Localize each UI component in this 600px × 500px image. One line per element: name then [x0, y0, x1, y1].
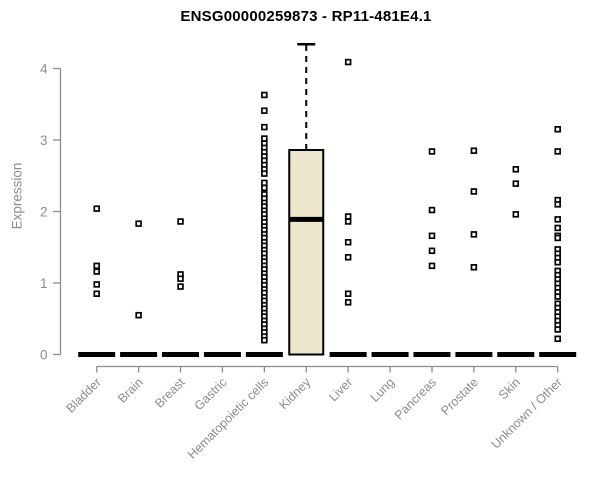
zero-median-bar [162, 352, 200, 357]
outlier-point [261, 107, 268, 114]
outlier-point [554, 216, 561, 223]
outlier-point [135, 311, 142, 319]
outlier-point [554, 234, 561, 242]
outlier-point [554, 201, 561, 208]
x-axis-label: Lung [368, 375, 398, 405]
outlier-point [261, 170, 268, 177]
outlier-point [135, 220, 142, 227]
box [288, 149, 325, 356]
zero-median-bar [120, 352, 158, 357]
outlier-point [344, 238, 352, 246]
x-axis-label: Hematopoietic cells [185, 375, 272, 462]
outlier-point [554, 224, 561, 232]
outlier-point [93, 268, 100, 275]
x-axis-label: Skin [496, 375, 523, 402]
outlier-point [512, 166, 520, 173]
outlier-point [261, 336, 268, 344]
zero-median-bar [497, 352, 535, 357]
outlier-point [512, 180, 520, 187]
zero-median-bar [455, 352, 493, 357]
zero-median-bar [78, 352, 116, 357]
outlier-point [261, 123, 268, 131]
outlier-point [428, 247, 436, 255]
y-axis-tick-label: 4 [40, 61, 48, 76]
outlier-point [177, 218, 184, 225]
outlier-point [261, 179, 268, 187]
outlier-point [344, 213, 352, 220]
outlier-point [470, 147, 478, 154]
x-axis-label: Unknown / Other [489, 375, 565, 451]
x-axis-label: Kidney [276, 375, 313, 412]
outlier-point [93, 262, 100, 270]
outlier-point [470, 188, 478, 195]
outlier-point [470, 264, 478, 271]
outlier-point [261, 135, 268, 142]
outlier-point [428, 262, 436, 270]
outlier-point [428, 206, 436, 214]
zero-median-bar [329, 352, 367, 357]
outlier-point [344, 290, 352, 297]
outlier-point [554, 126, 561, 133]
outlier-point [428, 148, 436, 155]
outlier-point [344, 58, 352, 66]
y-axis-tick-label: 1 [40, 276, 48, 291]
outlier-point [554, 148, 561, 155]
zero-median-bar [203, 352, 241, 357]
outlier-point [344, 299, 352, 306]
x-axis-label: Liver [326, 375, 355, 404]
outlier-point [554, 326, 561, 333]
outlier-point [93, 290, 100, 297]
outlier-point [470, 231, 478, 238]
zero-median-bar [413, 352, 451, 357]
outlier-point [554, 293, 561, 300]
chart-title: ENSG00000259873 - RP11-481E4.1 [180, 8, 432, 25]
outlier-point [512, 211, 520, 218]
outlier-point [93, 205, 100, 212]
outlier-point [93, 281, 100, 288]
y-axis-tick-label: 0 [40, 347, 48, 362]
zero-median-bar [539, 352, 577, 357]
outlier-point [554, 335, 561, 343]
x-axis-label: Gastric [192, 375, 230, 413]
outlier-point [554, 259, 561, 266]
zero-median-bar [371, 352, 409, 357]
outlier-point [344, 218, 352, 225]
outlier-point [177, 283, 184, 290]
zero-median-bar [245, 352, 283, 357]
y-axis-tick-label: 2 [40, 204, 48, 219]
x-axis-label: Prostate [438, 375, 481, 418]
x-axis-label: Breast [152, 375, 188, 411]
outlier-point [261, 91, 268, 99]
x-axis-label: Brain [115, 375, 146, 406]
x-axis-label: Bladder [63, 375, 103, 415]
outlier-point [344, 254, 352, 261]
y-axis-tick-label: 3 [40, 133, 48, 148]
x-axis-label: Pancreas [392, 375, 439, 422]
outlier-point [428, 232, 436, 240]
outlier-point [261, 184, 268, 192]
outlier-point [177, 275, 184, 282]
